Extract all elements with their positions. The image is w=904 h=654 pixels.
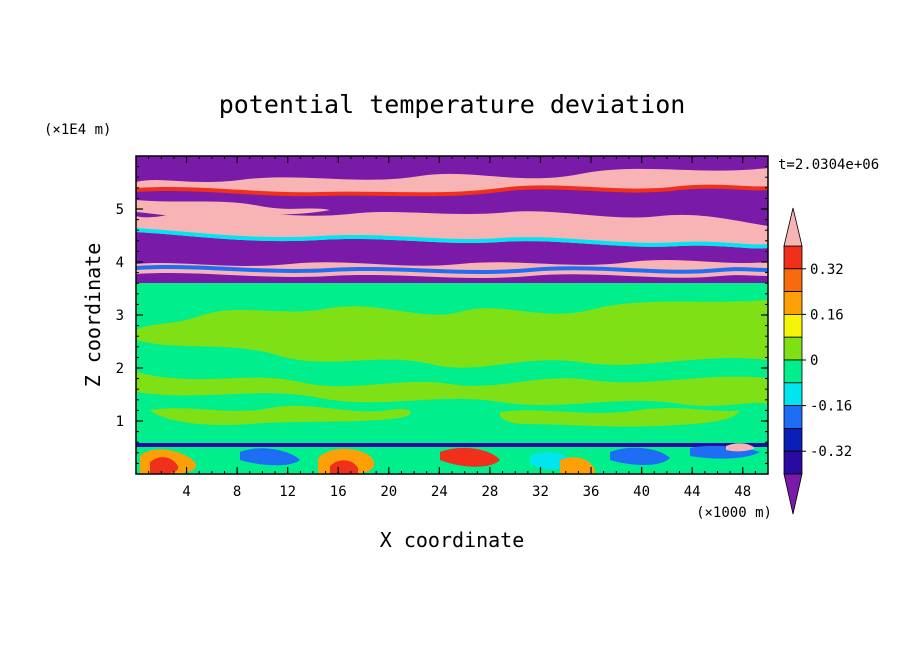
y-tick-label: 4 bbox=[116, 255, 124, 271]
x-tick-label: 28 bbox=[481, 484, 498, 500]
lower-cool-1 bbox=[240, 448, 300, 466]
colorbar-box bbox=[783, 336, 803, 361]
lower-cool-3 bbox=[610, 447, 670, 465]
colorbar-over-triangle bbox=[783, 207, 803, 247]
mid-patch-light-2 bbox=[499, 408, 740, 427]
lower-pink-1 bbox=[726, 443, 755, 452]
upper-band-4 bbox=[136, 273, 768, 283]
upper-strip-cyan bbox=[136, 228, 768, 249]
y-tick-label: 3 bbox=[116, 308, 124, 324]
mid-patch-top bbox=[136, 283, 768, 330]
y-axis-title: Z coordinate bbox=[81, 243, 105, 388]
upper-strip-blue bbox=[136, 265, 768, 274]
colorbar-tick-label: 0.16 bbox=[810, 307, 844, 323]
y-tick-label: 2 bbox=[116, 361, 124, 377]
lower-warm-1-core bbox=[150, 457, 179, 474]
y-axis: 1 2 3 4 5 bbox=[116, 166, 768, 464]
colorbar-box bbox=[783, 359, 803, 384]
colorbar-tick-label: 0.32 bbox=[810, 262, 844, 278]
upper-band-1 bbox=[136, 156, 768, 182]
colorbar-box bbox=[783, 268, 803, 292]
x-axis: 4 8 12 16 20 24 28 32 36 40 44 48 bbox=[148, 156, 756, 500]
colorbar: 0.32 0.16 0 -0.16 -0.32 bbox=[783, 207, 852, 515]
x-tick-label: 44 bbox=[684, 484, 701, 500]
lower-warm-4 bbox=[560, 457, 595, 474]
colorbar-tick-label: -0.32 bbox=[810, 444, 852, 460]
y-tick-label: 1 bbox=[116, 414, 124, 430]
lower-warm-2-core bbox=[330, 460, 358, 474]
colorbar-box bbox=[783, 405, 803, 429]
upper-strip-red bbox=[136, 184, 768, 197]
lower-warm-3 bbox=[440, 447, 500, 467]
x-tick-label: 16 bbox=[330, 484, 347, 500]
colorbar-under-triangle bbox=[783, 473, 803, 515]
x-tick-label: 24 bbox=[431, 484, 448, 500]
colorbar-tick-label: 0 bbox=[810, 353, 818, 369]
mid-patch-middle bbox=[136, 340, 768, 387]
upper-band-3 bbox=[136, 232, 768, 266]
colorbar-box bbox=[783, 427, 803, 452]
x-tick-label: 12 bbox=[279, 484, 296, 500]
y-tick-label: 5 bbox=[116, 202, 124, 218]
x-tick-label: 4 bbox=[182, 484, 190, 500]
lower-boundary bbox=[136, 443, 768, 447]
x-tick-label: 40 bbox=[633, 484, 650, 500]
time-label: t=2.0304e+06 bbox=[778, 157, 879, 173]
x-tick-label: 20 bbox=[380, 484, 397, 500]
colorbar-box bbox=[783, 291, 803, 315]
chart-title: potential temperature deviation bbox=[219, 90, 686, 119]
x-tick-label: 8 bbox=[233, 484, 241, 500]
colorbar-box bbox=[783, 313, 803, 338]
x-axis-title: X coordinate bbox=[380, 528, 525, 552]
colorbar-box bbox=[783, 382, 803, 406]
x-unit-label: (×1000 m) bbox=[696, 505, 772, 521]
x-tick-label: 48 bbox=[734, 484, 751, 500]
colorbar-box bbox=[783, 245, 803, 270]
colorbar-box bbox=[783, 450, 803, 475]
x-tick-label: 36 bbox=[583, 484, 600, 500]
y-unit-label: (×1E4 m) bbox=[44, 122, 111, 138]
colorbar-tick-label: -0.16 bbox=[810, 399, 852, 415]
upper-gap-1 bbox=[136, 200, 330, 219]
upper-band-2 bbox=[136, 186, 768, 226]
x-tick-label: 32 bbox=[532, 484, 549, 500]
mid-patch-bottom bbox=[136, 392, 768, 443]
plot-area bbox=[136, 156, 768, 474]
mid-patch-light bbox=[150, 405, 411, 426]
